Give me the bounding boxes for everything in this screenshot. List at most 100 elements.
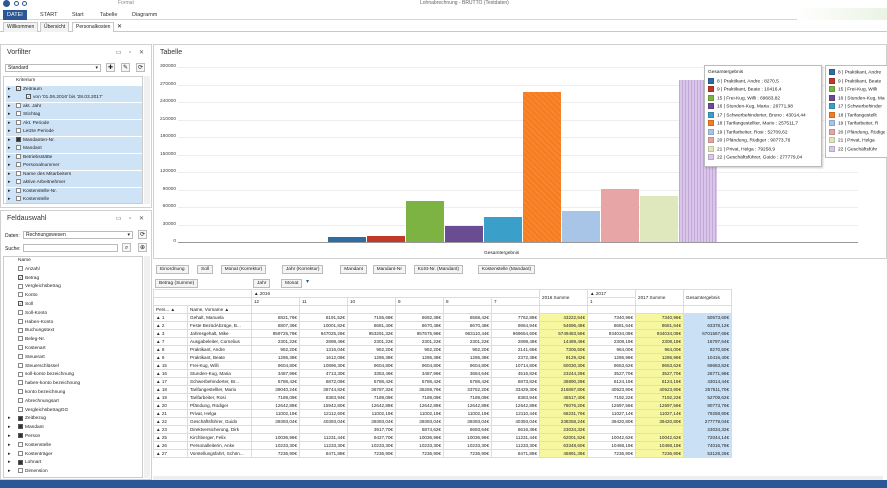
field-row[interactable]: ▸ Dimension: [6, 468, 48, 476]
close-tab-icon[interactable]: ✕: [117, 24, 123, 30]
field-checkbox[interactable]: ✓: [18, 274, 23, 280]
filter-checkbox[interactable]: [16, 170, 21, 176]
tab-datei[interactable]: DATEI: [3, 10, 27, 20]
table-row[interactable]: ▲ 27 Vorstellungsfahrt, Schön... 7236,90€ 8…: [153, 449, 733, 458]
table-row[interactable]: ▲ 1 Gehalt, Manuela 6821,76€ 8191,52€ 7155,6…: [153, 313, 733, 322]
field-checkbox[interactable]: [18, 424, 23, 430]
expand-icon[interactable]: ▸: [8, 146, 11, 151]
filter-row[interactable]: ▸ akt. Jahr: [6, 102, 142, 111]
chart-bar[interactable]: [562, 211, 600, 242]
doctab-personalkosten[interactable]: Personalkosten: [72, 22, 115, 32]
field-chip[interactable]: Mandant-Nr: [372, 265, 406, 274]
field-row[interactable]: VergleichsbetragGG: [6, 406, 68, 415]
field-checkbox[interactable]: [18, 415, 23, 421]
chart-bar[interactable]: [445, 226, 483, 242]
field-row[interactable]: Steuerschlüssel: [6, 362, 59, 371]
expand-icon[interactable]: ▸: [8, 442, 11, 448]
tab-diagramm[interactable]: Diagramm: [132, 12, 158, 18]
expand-icon[interactable]: ▸: [8, 180, 11, 185]
zoom-icon[interactable]: ⊕: [138, 243, 147, 252]
field-checkbox[interactable]: [18, 292, 23, 298]
field-row[interactable]: ▸ Mandant: [6, 424, 44, 432]
field-row[interactable]: Anzahl: [6, 266, 40, 274]
field-row[interactable]: Buchungstext: [6, 327, 54, 335]
field-row[interactable]: ✓ Soll: [6, 301, 33, 309]
expand-icon[interactable]: ▸: [8, 171, 11, 177]
field-checkbox[interactable]: [18, 266, 23, 272]
chart-bar[interactable]: [367, 235, 405, 242]
table-row[interactable]: ▲ 19 Tarifarbeiter, Rosi 7188,08€ 8383,94€ 7…: [153, 393, 733, 402]
chart-bar[interactable]: [328, 237, 366, 242]
save-icon[interactable]: [14, 1, 19, 6]
table-row[interactable]: ▲ 26 Personalleiterin, Anke 10233,30€ 11233…: [153, 441, 733, 450]
chart-bar[interactable]: [523, 91, 561, 242]
filter-checkbox[interactable]: [16, 128, 21, 134]
daten-select[interactable]: Rechnungswesen ▾: [23, 231, 133, 239]
field-row[interactable]: Steuerart: [6, 354, 45, 362]
field-checkbox[interactable]: [18, 310, 23, 316]
field-checkbox[interactable]: [18, 327, 23, 333]
filter-checkbox[interactable]: [16, 136, 21, 142]
table-row[interactable]: ▲ 22 Geschäftsführer, Guido 39393,04€ 40393…: [153, 417, 733, 426]
table-row[interactable]: ▲ 7 Ausgabeleiter, Cornelius 2301,22€ 2898,…: [153, 337, 733, 346]
tab-start-caps[interactable]: START: [40, 12, 58, 18]
filter-checkbox[interactable]: [16, 145, 21, 151]
expand-icon[interactable]: ▸: [8, 120, 11, 126]
table-row[interactable]: ▲ 25 Kirchberger, Felix 10036,98€ 11231,44€…: [153, 433, 733, 442]
field-row[interactable]: ✓ Betrag: [6, 274, 39, 283]
field-row[interactable]: ▸ Kostenstelle: [6, 442, 51, 450]
filter-row[interactable]: ▸ Akt. Periode: [6, 119, 142, 128]
tab-tabelle[interactable]: Tabelle: [100, 12, 118, 18]
expand-icon[interactable]: ▸: [8, 469, 11, 475]
expand-icon[interactable]: ▸: [8, 129, 11, 134]
field-checkbox[interactable]: [18, 468, 23, 474]
field-checkbox[interactable]: [18, 354, 23, 360]
field-row[interactable]: Abrechnungsart: [6, 398, 59, 406]
filter-checkbox[interactable]: [16, 153, 21, 159]
field-row[interactable]: ▸ Lohnart: [6, 459, 41, 467]
expand-icon[interactable]: ▸: [8, 460, 11, 466]
filter-row[interactable]: Kriterium: [6, 77, 142, 85]
table-row[interactable]: ▲ 23 Direktversicherung, Dirk 3917,70€ 5874…: [153, 425, 733, 434]
add-filter-button[interactable]: ✚: [106, 63, 115, 72]
table-row[interactable]: ▲ 21 Privat, Helga 11002,18€ 12112,60€ 11002…: [153, 409, 733, 418]
field-chip[interactable]: Monat (Korrektur): [220, 265, 267, 274]
table-row[interactable]: ▲ 8 Praktikant, Andre 962,20€ 1316,04€ 962,2…: [153, 345, 733, 354]
expand-icon[interactable]: ▸: [8, 451, 11, 457]
field-chip[interactable]: Soll: [197, 265, 213, 274]
filter-row[interactable]: ▸ Stichtag: [6, 111, 142, 119]
search-icon[interactable]: ⌕: [122, 243, 131, 252]
field-checkbox[interactable]: [18, 442, 23, 448]
expand-icon[interactable]: ▸: [8, 95, 11, 100]
jahr-chip[interactable]: Jahr: [253, 279, 271, 288]
filter-row[interactable]: ▸ Kostenstelle-Nr.: [6, 187, 142, 196]
panel-window-icons[interactable]: ▭ ▫ ✕: [115, 216, 147, 222]
filter-checkbox[interactable]: ✓: [16, 85, 21, 91]
table-row[interactable]: ▲ 15 Frei-Kug, Willi 9604,80€ 10896,30€ 9604…: [153, 361, 733, 370]
field-chip[interactable]: Kostenstelle (Mandant): [477, 265, 536, 274]
expand-icon[interactable]: ▸: [8, 86, 11, 92]
field-row[interactable]: Haben-Konto: [6, 318, 53, 327]
doctab-uebersicht[interactable]: Übersicht: [40, 22, 70, 32]
filter-row[interactable]: ▸ ✓ von '01.06.2016' bis '28.03.2017': [6, 94, 142, 102]
expand-icon[interactable]: ▸: [8, 112, 11, 117]
chart-bar[interactable]: [406, 201, 444, 242]
filter-row[interactable]: ▸ Mandanten-Nr.: [6, 136, 142, 145]
filter-checkbox[interactable]: ✓: [26, 94, 31, 100]
field-row[interactable]: konto bezeichnung: [6, 389, 65, 397]
field-row[interactable]: Beleg-Nr.: [6, 336, 45, 344]
table-row[interactable]: ▲ 3 Jahresgehalt, Mike 959725,78€ 947025,26…: [153, 329, 733, 338]
tab-start[interactable]: Start: [72, 12, 84, 18]
table-row[interactable]: ▲ 16 Stunden-Kug, Maria 3487,96€ 4713,30€ 33…: [153, 369, 733, 378]
expand-icon[interactable]: ▸: [8, 416, 11, 422]
measure-chip[interactable]: Betrag (Summe): [155, 279, 199, 288]
table-row[interactable]: ▲ 20 Pfändung, Rüdiger 12642,88€ 15942,80€ 1…: [153, 401, 733, 410]
expand-icon[interactable]: ▸: [8, 163, 11, 168]
doctab-willkommen[interactable]: Willkommen: [3, 22, 39, 32]
filter-row[interactable]: ▸ Mandant: [6, 145, 142, 153]
field-chip[interactable]: KoSt-Nr. (Mandant): [413, 265, 463, 274]
vorfilter-select[interactable]: Standard ▾: [5, 64, 101, 72]
table-row[interactable]: ▲ 17 Schwerbehinderter, Br... 5786,42€ 6872…: [153, 377, 733, 386]
expand-icon[interactable]: ▸: [8, 425, 11, 431]
filter-row[interactable]: ▸ aktive Arbeitnehmer: [6, 179, 142, 187]
